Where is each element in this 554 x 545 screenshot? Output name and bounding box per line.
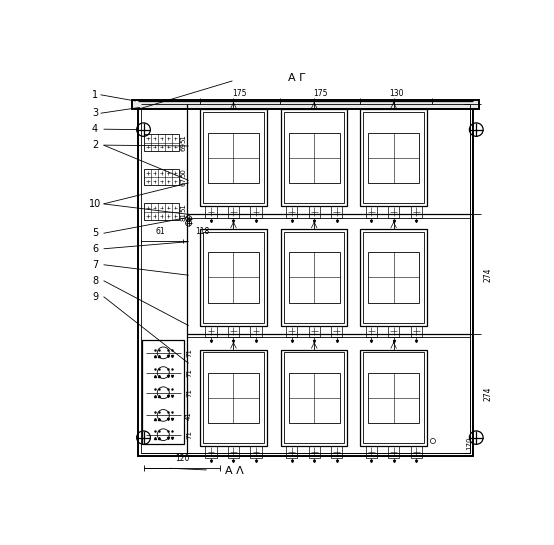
Bar — [145, 134, 179, 151]
Bar — [360, 229, 427, 325]
Bar — [208, 373, 259, 423]
Text: 69: 69 — [181, 142, 187, 152]
Bar — [331, 206, 342, 218]
Text: 9: 9 — [92, 292, 98, 301]
Text: 71: 71 — [186, 430, 192, 439]
Text: 130: 130 — [389, 89, 404, 98]
Text: 170: 170 — [466, 437, 472, 450]
Bar — [284, 353, 345, 443]
Text: 67: 67 — [181, 177, 187, 186]
Bar — [289, 252, 340, 302]
Bar — [131, 100, 479, 110]
Bar — [331, 446, 342, 458]
Text: 1: 1 — [92, 90, 98, 100]
Bar — [363, 353, 424, 443]
Bar — [286, 446, 297, 458]
Text: A Γ: A Γ — [288, 73, 305, 83]
Bar — [284, 232, 345, 323]
Bar — [206, 325, 217, 337]
Bar — [284, 112, 345, 203]
Bar — [145, 168, 179, 185]
Bar — [200, 110, 267, 206]
Text: 274: 274 — [483, 387, 492, 401]
Bar — [309, 325, 320, 337]
Text: 10: 10 — [89, 199, 101, 209]
Text: 7: 7 — [92, 260, 98, 270]
Bar — [309, 446, 320, 458]
Bar — [141, 104, 470, 453]
Bar — [203, 353, 264, 443]
Text: 175: 175 — [313, 89, 327, 98]
Bar — [228, 325, 239, 337]
Bar — [138, 101, 473, 456]
Bar — [200, 349, 267, 446]
Text: 81: 81 — [181, 211, 187, 221]
Bar — [360, 110, 427, 206]
Bar — [411, 325, 422, 337]
Bar — [286, 206, 297, 218]
Bar — [309, 206, 320, 218]
Text: 61: 61 — [156, 227, 166, 236]
Bar — [228, 446, 239, 458]
Text: 120: 120 — [175, 454, 189, 463]
Bar — [388, 446, 399, 458]
Bar — [366, 446, 377, 458]
Text: 51: 51 — [181, 134, 187, 143]
Bar — [145, 203, 179, 220]
Text: 2: 2 — [92, 140, 98, 150]
Text: 71: 71 — [186, 368, 192, 377]
Bar — [203, 112, 264, 203]
Bar — [363, 232, 424, 323]
Text: 175: 175 — [233, 89, 247, 98]
Bar — [331, 325, 342, 337]
Bar — [368, 133, 419, 183]
Bar — [281, 229, 347, 325]
Bar — [411, 206, 422, 218]
Bar — [206, 206, 217, 218]
Text: 41: 41 — [186, 411, 192, 420]
Bar — [208, 252, 259, 302]
Bar — [228, 206, 239, 218]
Bar — [208, 133, 259, 183]
Bar — [289, 373, 340, 423]
Text: 6: 6 — [92, 244, 98, 254]
Bar — [363, 112, 424, 203]
Bar — [411, 446, 422, 458]
Bar — [366, 325, 377, 337]
Text: 274: 274 — [483, 267, 492, 282]
Text: 8: 8 — [92, 276, 98, 286]
Text: 3: 3 — [92, 108, 98, 118]
Bar — [388, 206, 399, 218]
Text: A Λ: A Λ — [225, 466, 244, 476]
Text: 4: 4 — [92, 124, 98, 134]
Bar — [250, 446, 261, 458]
Text: 71: 71 — [186, 348, 192, 358]
Bar — [286, 325, 297, 337]
Text: 50: 50 — [181, 168, 187, 177]
Bar — [250, 325, 261, 337]
Text: 71: 71 — [186, 388, 192, 397]
Bar — [206, 446, 217, 458]
Bar — [281, 349, 347, 446]
Bar — [388, 325, 399, 337]
Bar — [142, 340, 184, 444]
Text: 51: 51 — [181, 203, 187, 212]
Text: 5: 5 — [92, 228, 98, 238]
Bar — [289, 133, 340, 183]
Bar — [281, 110, 347, 206]
Bar — [200, 229, 267, 325]
Bar — [360, 349, 427, 446]
Text: 118: 118 — [195, 227, 209, 236]
Bar — [250, 206, 261, 218]
Bar — [368, 252, 419, 302]
Bar — [368, 373, 419, 423]
Bar — [366, 206, 377, 218]
Bar — [203, 232, 264, 323]
